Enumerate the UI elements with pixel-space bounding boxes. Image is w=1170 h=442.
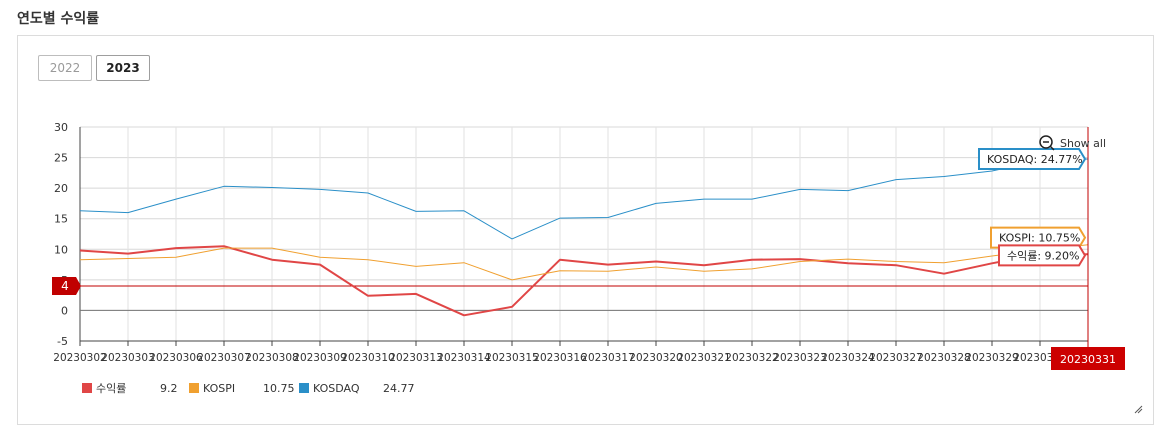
- tooltip-kospi: [990, 226, 1087, 249]
- tooltip-return-text: 수익률: 9.20%: [1007, 249, 1080, 262]
- tooltip-return: [998, 244, 1087, 267]
- legend-value: 24.77: [383, 382, 415, 395]
- series-line: [79, 158, 1089, 240]
- x-tick-label: 20230315: [485, 352, 538, 364]
- x-tick-label: 20230307: [197, 352, 250, 364]
- x-tick-label: 20230316: [533, 352, 587, 364]
- show-all-label: Show all: [1060, 137, 1106, 150]
- x-tick-label: 20230328: [917, 352, 970, 364]
- legend-swatch: [82, 383, 92, 393]
- year-tab-2022[interactable]: 2022: [38, 55, 92, 81]
- crosshair-label-box: [1051, 347, 1125, 370]
- y-tick-label: 15: [54, 213, 68, 226]
- x-tick-label: 20230314: [437, 352, 491, 364]
- legend-item[interactable]: KOSPI 10.75: [189, 382, 295, 395]
- zoom-out-icon: [1039, 135, 1053, 149]
- y-tick-label: 10: [54, 243, 68, 256]
- year-tabs: 2022 2023: [38, 55, 150, 81]
- legend-swatch: [189, 383, 199, 393]
- legend-label: KOSPI: [203, 382, 235, 395]
- x-tick-label: 20230323: [773, 352, 826, 364]
- reference-line-marker: [52, 276, 81, 295]
- show-all-button[interactable]: Show all: [1039, 135, 1106, 151]
- legend-item[interactable]: KOSDAQ 24.77: [299, 382, 415, 395]
- x-tick-label: 20230308: [245, 352, 298, 364]
- x-tick-label: 20230303: [101, 352, 154, 364]
- year-tab-2023[interactable]: 2023: [96, 55, 150, 81]
- x-tick-label: 20230309: [293, 352, 346, 364]
- series-line: [79, 245, 1088, 317]
- chart-panel: 2022 2023: [17, 35, 1154, 425]
- y-tick-label: 20: [54, 182, 68, 195]
- x-tick-label: 20230327: [869, 352, 922, 364]
- x-tick-label: 20230313: [389, 352, 442, 364]
- x-tick-label: 20230320: [629, 352, 682, 364]
- tooltip-kospi-text: KOSPI: 10.75%: [999, 232, 1080, 245]
- zoom-out-icon-handle: [1049, 145, 1055, 151]
- legend-value: 10.75: [263, 382, 295, 395]
- resize-grip-icon[interactable]: [1133, 404, 1143, 414]
- x-tick-label: 20230306: [149, 352, 203, 364]
- legend-value: 9.2: [160, 382, 178, 395]
- x-tick-label: 20230310: [341, 352, 394, 364]
- crosshair-label: 20230331: [1060, 353, 1116, 366]
- x-tick-label: 20230322: [725, 352, 778, 364]
- x-tick-label: 20230329: [965, 352, 1018, 364]
- legend-item[interactable]: 수익률 9.2: [82, 382, 178, 395]
- y-tick-label: 0: [61, 304, 68, 317]
- x-tick-label: 20230317: [581, 352, 634, 364]
- series-line: [79, 244, 1089, 281]
- reference-line-label: 4: [61, 279, 69, 293]
- y-tick-label: -5: [57, 335, 68, 348]
- legend-label: 수익률: [96, 382, 126, 395]
- tooltip-kosdaq-text: KOSDAQ: 24.77%: [987, 153, 1083, 166]
- legend-swatch: [299, 383, 309, 393]
- y-tick-label: 30: [54, 121, 68, 134]
- y-tick-label: 25: [54, 152, 68, 165]
- tooltip-kosdaq: [978, 147, 1087, 170]
- section-title: 연도별 수익률: [17, 11, 100, 27]
- legend-label: KOSDAQ: [313, 382, 360, 395]
- x-tick-label: 20230324: [821, 352, 875, 364]
- x-tick-label: 20230321: [677, 352, 730, 364]
- x-tick-label: 20230302: [53, 352, 106, 364]
